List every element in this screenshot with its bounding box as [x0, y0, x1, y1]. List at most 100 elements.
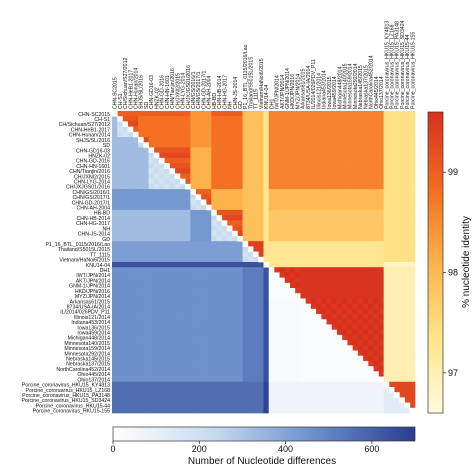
heatmap-cell [399, 371, 405, 377]
heatmap-cell [273, 142, 280, 148]
heatmap-cell [263, 334, 270, 341]
heatmap-cell [279, 194, 285, 200]
heatmap-cell [284, 376, 290, 383]
heatmap-cell [148, 329, 155, 336]
row-label: Iowa136/2015 [77, 325, 110, 331]
heatmap-cell [216, 392, 223, 398]
heatmap-cell [341, 220, 348, 226]
heatmap-cell [347, 194, 353, 200]
heatmap-cell [169, 157, 176, 164]
heatmap-cell [206, 173, 212, 180]
heatmap-cell [310, 360, 317, 367]
heatmap-cell [362, 392, 369, 398]
heatmap-cell [258, 366, 264, 372]
heatmap-cell [242, 308, 249, 315]
heatmap-cell [409, 220, 416, 226]
heatmap-cell [143, 111, 149, 117]
heatmap-cell [273, 220, 280, 226]
heatmap-cell [399, 131, 405, 138]
heatmap-cell [388, 189, 395, 195]
heatmap-cell [284, 235, 290, 242]
heatmap-cell [143, 204, 149, 211]
heatmap-cell [300, 147, 306, 154]
heatmap-cell [216, 334, 223, 341]
heatmap-cell [273, 189, 280, 195]
heatmap-cell [367, 282, 374, 289]
heatmap-cell [263, 303, 270, 310]
heatmap-cell [211, 282, 217, 289]
heatmap-cell [216, 355, 223, 362]
heatmap-cell [383, 319, 390, 325]
heatmap-cell [357, 272, 364, 278]
diagonal-cell [174, 173, 181, 180]
heatmap-cell [399, 262, 405, 268]
heatmap-cell [216, 189, 223, 195]
heatmap-cell [320, 272, 327, 278]
heatmap-cell [190, 147, 196, 154]
heatmap-cell [200, 272, 207, 278]
heatmap-cell [164, 147, 170, 154]
heatmap-cell [394, 288, 400, 294]
heatmap-cell [336, 329, 343, 336]
heatmap-cell [132, 142, 139, 148]
diagonal-cell [357, 355, 364, 362]
heatmap-cell [347, 121, 353, 127]
heatmap-cell [373, 251, 379, 258]
heatmap-cell [206, 142, 212, 148]
heatmap-cell [258, 314, 264, 320]
heatmap-cell [221, 246, 228, 252]
heatmap-cell [132, 121, 139, 127]
heatmap-cell [315, 340, 322, 346]
heatmap-cell [258, 209, 264, 216]
heatmap-cell [221, 256, 228, 263]
heatmap-cell [237, 360, 243, 367]
heatmap-cell [383, 220, 390, 226]
heatmap-cell [367, 147, 374, 154]
diagonal-cell [331, 329, 337, 336]
heatmap-cell [347, 334, 353, 341]
heatmap-cell [237, 225, 243, 232]
heatmap-cell [305, 168, 311, 174]
heatmap-cell [258, 246, 264, 252]
heatmap-cell [268, 329, 275, 336]
heatmap-cell [352, 189, 358, 195]
heatmap-cell [174, 386, 181, 393]
column-label: Michigan448/2014 [337, 66, 343, 109]
heatmap-cell [179, 293, 186, 299]
heatmap-cell [326, 147, 332, 154]
heatmap-cell [383, 324, 390, 331]
row-label: Michigan448/2014 [68, 336, 111, 342]
heatmap-cell [258, 350, 264, 357]
heatmap-cell [326, 397, 332, 403]
heatmap-cell [253, 392, 259, 398]
heatmap-cell [399, 277, 405, 284]
heatmap-cell [357, 194, 364, 200]
heatmap-cell [185, 293, 191, 299]
heatmap-cell [352, 178, 358, 185]
heatmap-cell [320, 298, 327, 305]
heatmap-cell [159, 303, 165, 310]
heatmap-cell [127, 194, 134, 200]
heatmap-cell [206, 199, 212, 206]
heatmap-cell [341, 147, 348, 154]
heatmap-cell [347, 225, 353, 232]
heatmap-cell [169, 386, 176, 393]
heatmap-cell [279, 397, 285, 403]
heatmap-cell [185, 147, 191, 154]
heatmap-cell [179, 157, 186, 164]
heatmap-cell [336, 376, 343, 383]
heatmap-cell [331, 402, 337, 409]
heatmap-cell [179, 131, 186, 138]
heatmap-cell [258, 376, 264, 383]
heatmap-cell [221, 308, 228, 315]
heatmap-cell [247, 397, 254, 403]
heatmap-cell [117, 246, 123, 252]
heatmap-cell [388, 168, 395, 174]
heatmap-cell [258, 262, 264, 268]
heatmap-cell [284, 277, 290, 284]
heatmap-cell [164, 371, 170, 377]
heatmap-cell [247, 225, 254, 232]
heatmap-cell [138, 355, 144, 362]
heatmap-cell [352, 267, 358, 273]
heatmap-cell [268, 246, 275, 252]
